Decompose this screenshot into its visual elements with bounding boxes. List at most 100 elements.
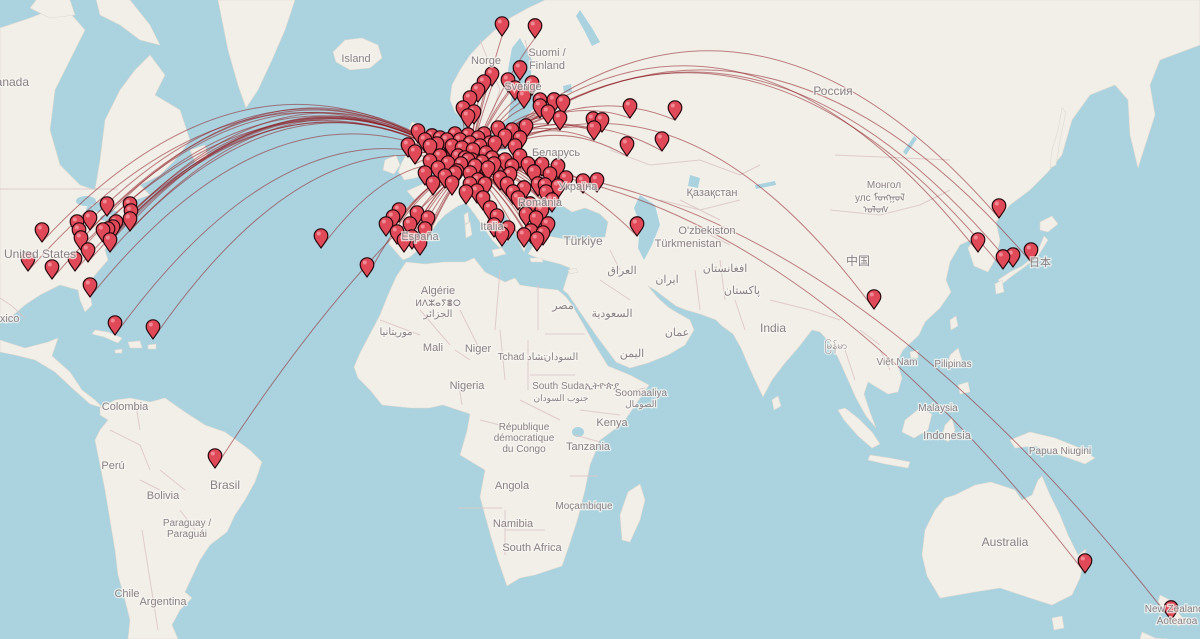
country-label: ኢትዮጵያ (585, 381, 619, 392)
pin-highlight (510, 83, 515, 88)
pin-highlight (470, 161, 475, 166)
country-label: السعودية (591, 308, 632, 320)
landmass-cuba (91, 329, 123, 344)
map-pin[interactable] (102, 232, 118, 253)
landmass-crete (529, 257, 544, 263)
pin-highlight (505, 169, 510, 174)
map-pin[interactable] (527, 18, 543, 39)
country-label: Tchad تشاد (498, 352, 547, 363)
map-pin[interactable] (512, 60, 528, 81)
pin-highlight (105, 235, 110, 240)
map-pin[interactable] (407, 144, 423, 165)
pin-highlight (463, 130, 468, 135)
landmass-hispaniola (127, 340, 143, 349)
map-pin[interactable] (425, 175, 441, 196)
map-pin[interactable] (122, 211, 138, 232)
pin-highlight (481, 148, 486, 153)
pin-highlight (394, 205, 399, 210)
pin-highlight (403, 140, 408, 145)
map-pin[interactable] (575, 173, 591, 194)
map-pin[interactable] (80, 242, 96, 263)
map-pin[interactable] (991, 198, 1007, 219)
map-pin[interactable] (412, 235, 428, 256)
country-label: Kenya (596, 417, 628, 429)
pin-highlight (72, 217, 77, 222)
pin-highlight (1166, 603, 1171, 608)
landmass-sardinia (464, 221, 473, 239)
pin-highlight (362, 260, 367, 265)
map-pin[interactable] (667, 100, 683, 121)
pin-highlight (472, 186, 477, 191)
country-label: Malaysia (918, 403, 958, 414)
map-pin[interactable] (1023, 242, 1039, 263)
pin-highlight (530, 21, 535, 26)
landmass-taiwan (949, 315, 959, 331)
map-pin[interactable] (970, 232, 986, 253)
map-pin[interactable] (67, 251, 83, 272)
pin-highlight (458, 103, 463, 108)
pin-highlight (405, 219, 410, 224)
map-pin[interactable] (460, 108, 476, 129)
country-label: Aotearoa (1157, 616, 1198, 627)
map-pin[interactable] (586, 120, 602, 141)
map-pin[interactable] (552, 110, 568, 131)
pin-highlight (450, 168, 455, 173)
map-pin[interactable] (654, 131, 670, 152)
map-pin[interactable] (1077, 553, 1093, 574)
pin-highlight (1080, 556, 1085, 561)
map-pin[interactable] (555, 94, 571, 115)
pin-highlight (85, 280, 90, 285)
pin-highlight (420, 224, 425, 229)
pin-highlight (523, 159, 528, 164)
pin-highlight (490, 138, 495, 143)
country-label: du Congo (502, 444, 546, 455)
map-pin[interactable] (529, 231, 545, 252)
map-pin[interactable] (396, 232, 412, 253)
map-pin[interactable] (207, 448, 223, 469)
map-pin[interactable] (494, 226, 510, 247)
map-pin[interactable] (82, 277, 98, 298)
map-pin[interactable] (145, 319, 161, 340)
map-pin[interactable] (34, 222, 50, 243)
pin-highlight (513, 193, 518, 198)
pin-highlight (447, 141, 452, 146)
map-pin[interactable] (20, 251, 36, 272)
pin-highlight (597, 115, 602, 120)
pin-highlight (561, 173, 566, 178)
pin-highlight (508, 187, 513, 192)
map-pin[interactable] (1163, 600, 1179, 621)
country-label: پاکستان (724, 285, 760, 297)
aral-sea (688, 175, 700, 188)
map-pin[interactable] (629, 216, 645, 237)
map-pin[interactable] (82, 210, 98, 231)
map-pin[interactable] (107, 315, 123, 336)
pin-highlight (519, 183, 524, 188)
caspian-sea (634, 195, 660, 260)
map-pin[interactable] (480, 160, 496, 181)
map-pin[interactable] (458, 184, 474, 205)
labels-group: Canada United States México Island Norge Sver… (0, 46, 1200, 629)
map-pin[interactable] (313, 228, 329, 249)
map-pin[interactable] (622, 98, 638, 119)
map-pin[interactable] (516, 88, 532, 109)
map-pin[interactable] (995, 249, 1011, 270)
map-pin[interactable] (44, 259, 60, 280)
map-pin[interactable] (866, 289, 882, 310)
map-pin[interactable] (516, 227, 532, 248)
map-pin[interactable] (99, 196, 115, 217)
landmass-madagascar (619, 483, 646, 543)
country-label: Italia (480, 221, 504, 233)
pin-highlight (23, 254, 28, 259)
map-pin[interactable] (444, 175, 460, 196)
pin-highlight (489, 220, 494, 225)
country-label: Nigeria (450, 380, 486, 392)
country-label: Türkmenistan (655, 238, 722, 250)
map-pin[interactable] (619, 136, 635, 157)
pin-highlight (502, 179, 507, 184)
map-pin[interactable] (359, 257, 375, 278)
map-pin[interactable] (589, 172, 605, 193)
country-label: Suomi / (528, 47, 566, 59)
map-pin[interactable] (494, 16, 510, 37)
country-label: Paraguái (167, 529, 207, 540)
